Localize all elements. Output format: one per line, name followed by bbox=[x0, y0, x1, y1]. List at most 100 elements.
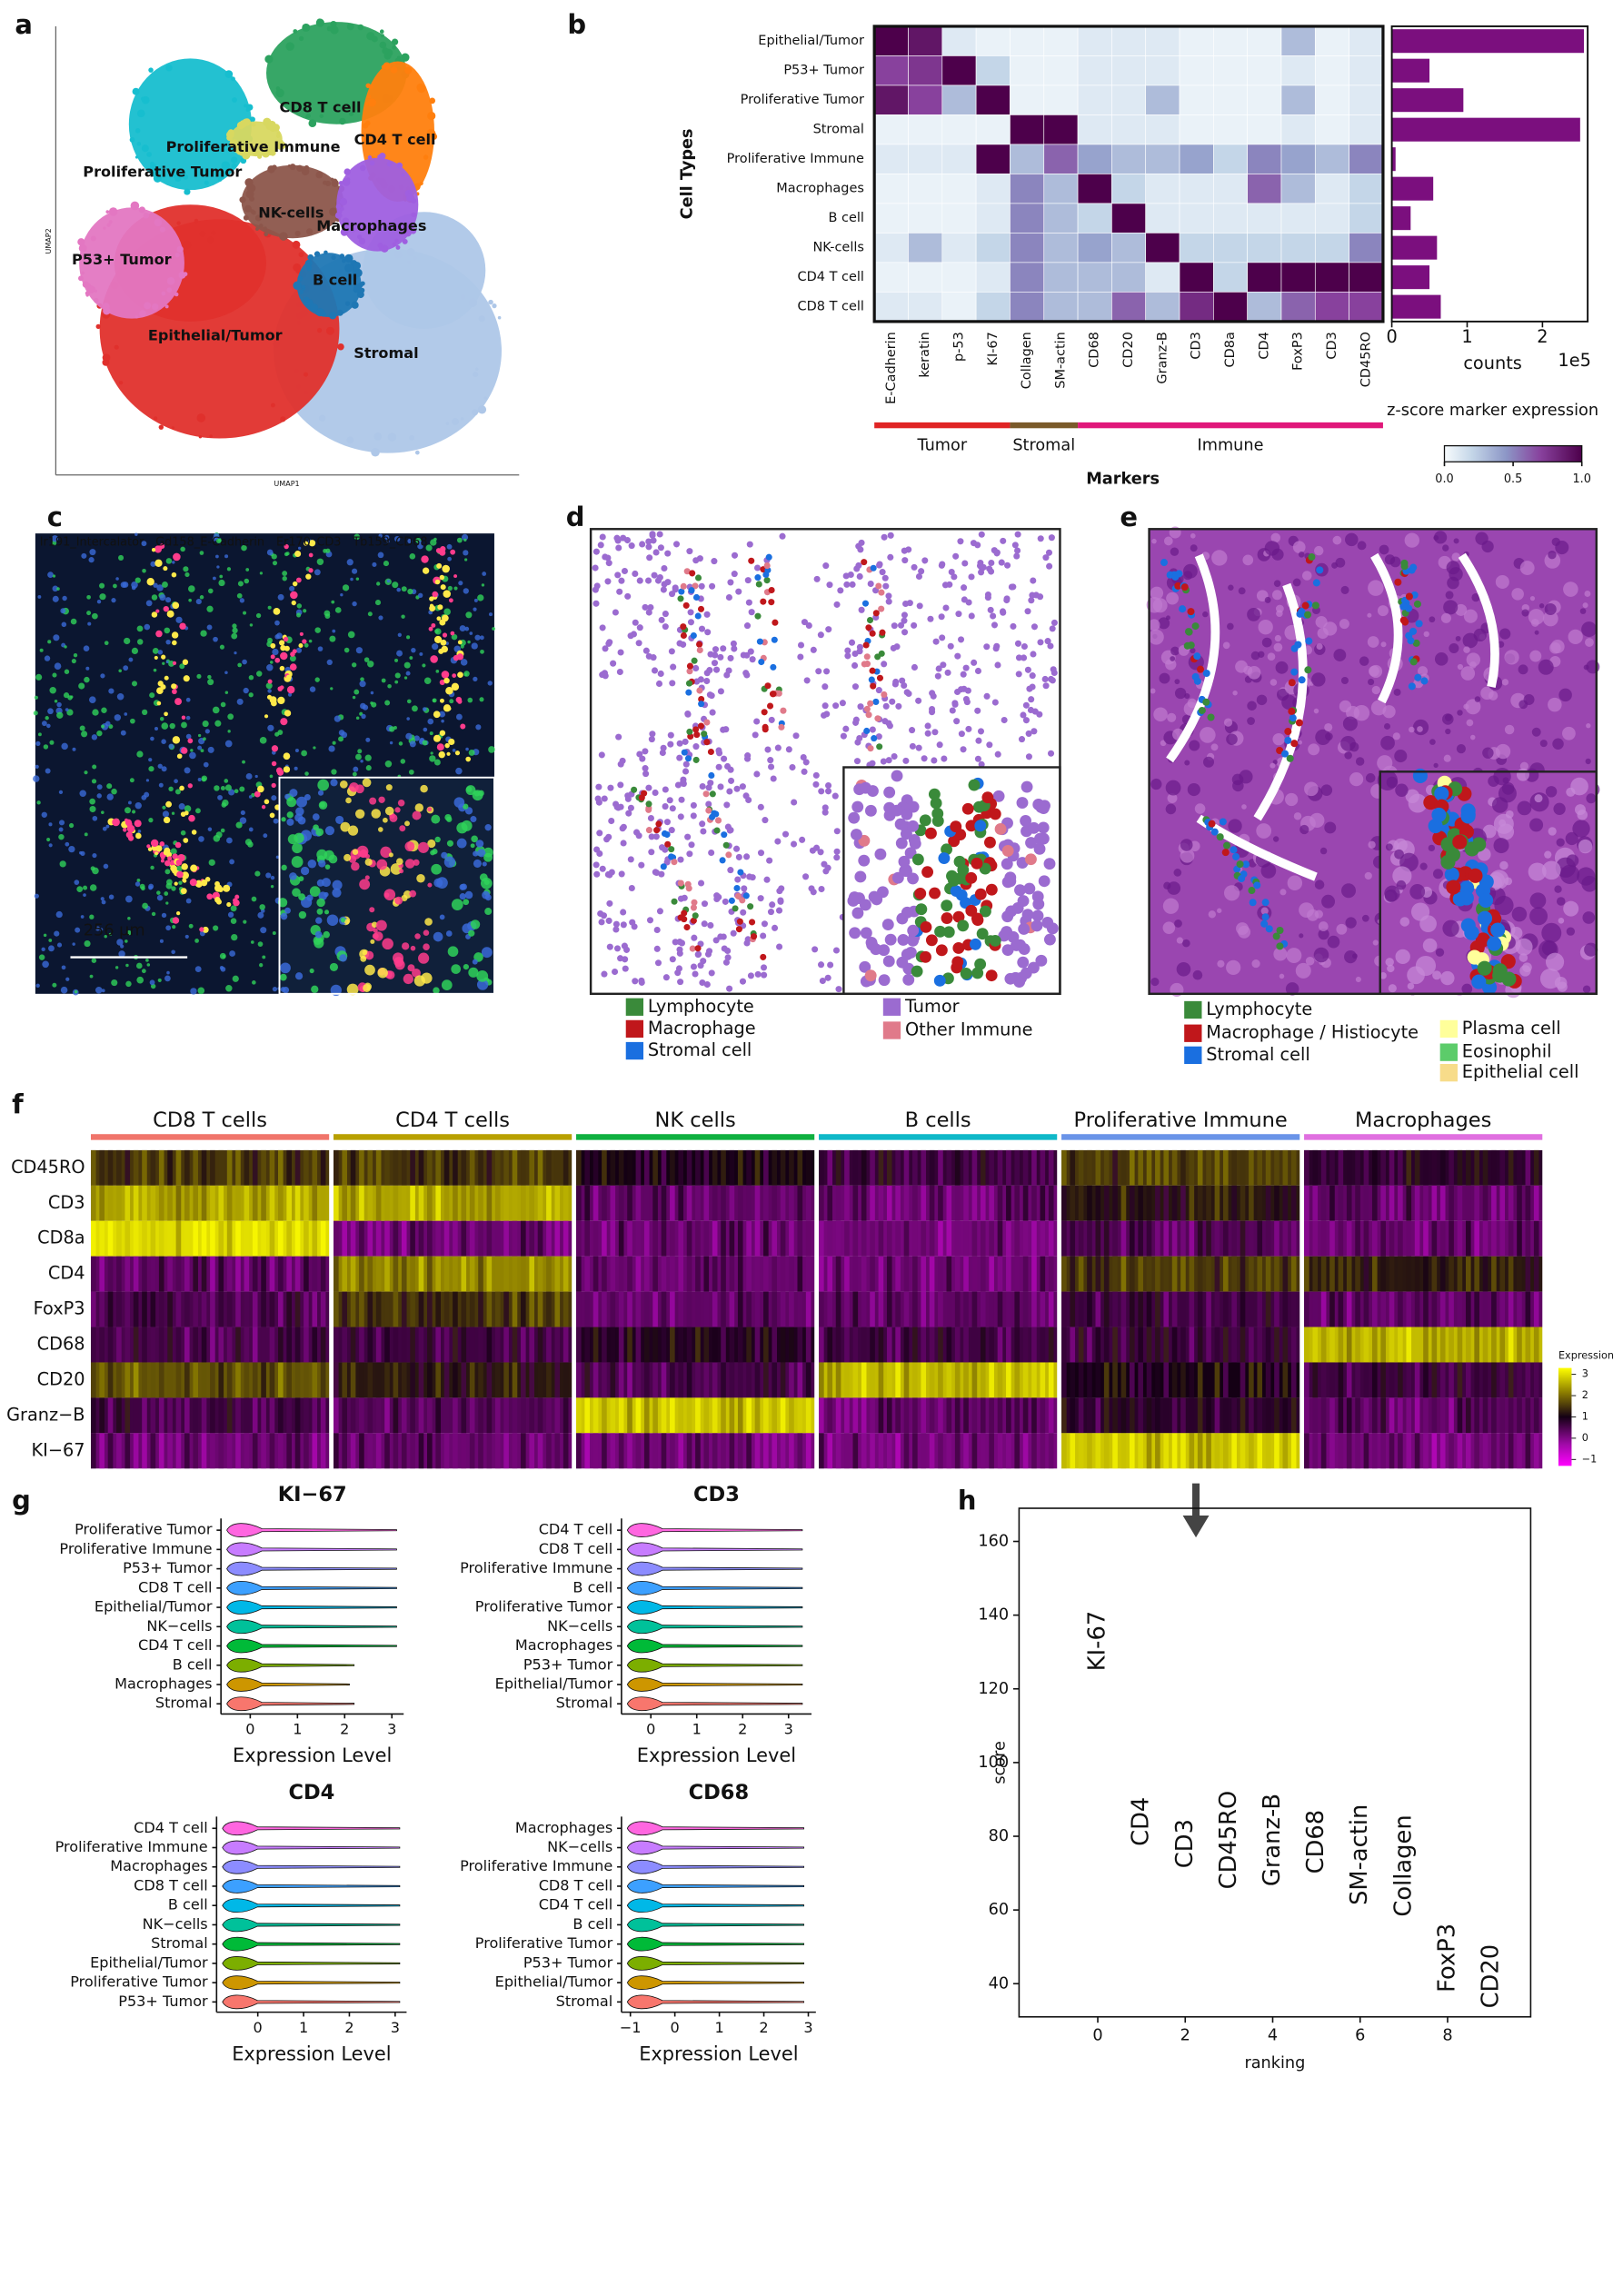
cell bbox=[668, 591, 676, 598]
heatmap-texture bbox=[643, 1327, 650, 1363]
cell bbox=[861, 600, 870, 607]
imc-signal bbox=[89, 549, 96, 556]
imc-signal bbox=[452, 673, 457, 678]
row-label: FoxP3 bbox=[34, 1298, 85, 1319]
imc-signal bbox=[468, 749, 475, 756]
heatmap-texture bbox=[870, 1256, 875, 1292]
umap-point bbox=[138, 206, 145, 214]
cell bbox=[1479, 892, 1494, 908]
heatmap-texture bbox=[494, 1149, 501, 1186]
cell bbox=[872, 698, 880, 705]
cell bbox=[623, 946, 631, 953]
heatmap-texture bbox=[294, 1149, 301, 1186]
heatmap-texture bbox=[201, 1185, 207, 1221]
imc-signal bbox=[161, 722, 169, 730]
heatmap-cell bbox=[1043, 262, 1079, 293]
heatmap-texture bbox=[226, 1291, 233, 1327]
heatmap-texture bbox=[367, 1185, 373, 1221]
tissue bbox=[1223, 885, 1240, 901]
umap-point bbox=[275, 88, 284, 98]
imc-signal bbox=[199, 551, 204, 555]
heatmap-texture bbox=[359, 1397, 364, 1434]
umap-point bbox=[277, 141, 286, 150]
cell bbox=[949, 707, 956, 714]
heatmap-texture bbox=[503, 1397, 509, 1434]
legend-swatch bbox=[1439, 1043, 1458, 1061]
imc-signal bbox=[108, 688, 115, 694]
heatmap-texture bbox=[584, 1327, 591, 1363]
heatmap-texture bbox=[695, 1256, 701, 1292]
heatmap-texture bbox=[469, 1433, 475, 1469]
heatmap-texture bbox=[320, 1362, 326, 1398]
tissue bbox=[1176, 961, 1191, 977]
imc-signal bbox=[427, 839, 436, 849]
cell bbox=[863, 653, 871, 661]
imc-signal bbox=[232, 623, 237, 629]
cell bbox=[681, 909, 688, 917]
imc-signal bbox=[147, 847, 153, 851]
heatmap-texture bbox=[150, 1185, 156, 1221]
heatmap-cell bbox=[908, 174, 943, 204]
imc-signal bbox=[44, 655, 51, 661]
cell bbox=[1193, 677, 1201, 685]
image-border bbox=[1148, 528, 1598, 996]
imc-signal bbox=[271, 782, 276, 789]
umap-point bbox=[153, 174, 162, 183]
imc-signal bbox=[432, 849, 438, 855]
tissue bbox=[1445, 591, 1454, 600]
umap-point bbox=[337, 343, 344, 351]
heatmap-texture bbox=[486, 1220, 493, 1257]
imc-signal bbox=[148, 766, 154, 772]
cell bbox=[687, 619, 694, 626]
imc-signal bbox=[464, 807, 473, 815]
heatmap-texture bbox=[903, 1149, 910, 1186]
imc-signal bbox=[89, 798, 95, 805]
imc-signal bbox=[289, 655, 296, 662]
imc-signal bbox=[79, 850, 83, 855]
imc-signal bbox=[184, 805, 192, 812]
imc-signal bbox=[148, 885, 154, 890]
heatmap-texture bbox=[393, 1185, 399, 1221]
cell bbox=[650, 537, 657, 544]
umap-point bbox=[351, 301, 359, 309]
heatmap-texture bbox=[503, 1220, 509, 1257]
heatmap-cell bbox=[1179, 114, 1214, 145]
tissue bbox=[1433, 762, 1439, 768]
tissue bbox=[1250, 651, 1260, 661]
tissue bbox=[1270, 762, 1276, 769]
imc-signal bbox=[172, 853, 178, 860]
tissue bbox=[1372, 939, 1379, 946]
umap-point bbox=[87, 283, 91, 287]
cell bbox=[974, 820, 987, 832]
imc-signal bbox=[409, 656, 413, 660]
cell bbox=[1035, 800, 1048, 813]
heatmap-texture bbox=[592, 1291, 599, 1327]
imc-signal bbox=[99, 928, 104, 931]
imc-signal bbox=[255, 612, 262, 619]
heatmap-texture bbox=[512, 1185, 518, 1221]
umap-point bbox=[409, 227, 417, 234]
heatmap-texture bbox=[252, 1291, 258, 1327]
cell bbox=[1202, 698, 1210, 706]
heatmap-texture bbox=[410, 1362, 415, 1398]
imc-signal bbox=[282, 571, 288, 577]
heatmap-texture bbox=[929, 1291, 935, 1327]
cell bbox=[936, 741, 943, 749]
heatmap-texture bbox=[643, 1256, 650, 1292]
heatmap-texture bbox=[537, 1256, 543, 1292]
cell bbox=[690, 812, 697, 820]
tissue bbox=[1457, 710, 1463, 716]
imc-signal bbox=[315, 828, 324, 837]
imc-signal bbox=[455, 767, 463, 775]
imc-signal bbox=[162, 805, 166, 810]
umap-point bbox=[276, 134, 281, 138]
heatmap-texture bbox=[269, 1362, 275, 1398]
heatmap-texture bbox=[563, 1220, 569, 1257]
cell bbox=[754, 612, 762, 620]
cell bbox=[865, 624, 872, 631]
umap-point bbox=[390, 66, 398, 74]
cell bbox=[743, 622, 752, 630]
imc-signal bbox=[375, 919, 387, 931]
imc-signal bbox=[175, 616, 183, 623]
cell bbox=[835, 986, 842, 993]
